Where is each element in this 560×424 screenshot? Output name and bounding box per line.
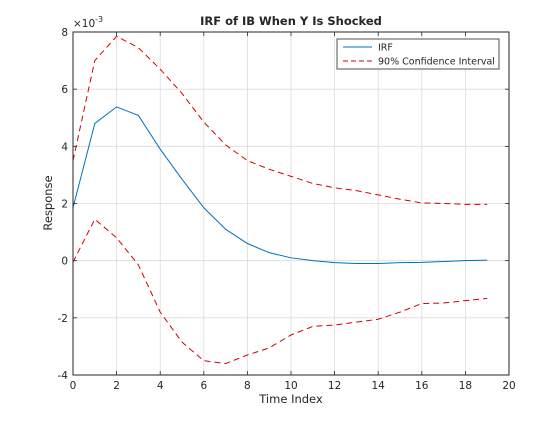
x-tick-label: 12 bbox=[328, 380, 341, 392]
y-multiplier-base: ×10 bbox=[73, 18, 95, 30]
x-tick-label: 0 bbox=[70, 380, 77, 392]
legend-label-ci: 90% Confidence Interval bbox=[378, 57, 495, 68]
y-tick-label: 2 bbox=[61, 199, 68, 211]
legend-box bbox=[336, 38, 500, 70]
y-tick-labels: -4 -2 0 2 4 6 8 bbox=[58, 27, 69, 382]
x-tick-label: 10 bbox=[284, 380, 297, 392]
y-tick-label: 8 bbox=[61, 27, 68, 39]
tick-marks bbox=[72, 31, 510, 376]
x-tick-label: 16 bbox=[415, 380, 429, 392]
legend-label-irf: IRF bbox=[378, 43, 393, 54]
y-multiplier-exponent: -3 bbox=[95, 15, 103, 24]
y-tick-label: 0 bbox=[61, 256, 68, 268]
y-tick-label: -4 bbox=[58, 370, 69, 382]
ci-upper-line bbox=[72, 35, 488, 205]
y-tick-label: 6 bbox=[61, 84, 68, 96]
y-axis-label: Response bbox=[41, 175, 55, 230]
x-tick-labels: 0 2 4 6 8 10 12 14 16 18 20 bbox=[70, 380, 516, 392]
series-lines bbox=[72, 35, 488, 365]
x-tick-label: 6 bbox=[200, 380, 207, 392]
irf-line bbox=[72, 106, 488, 265]
y-multiplier: ×10-3 bbox=[73, 15, 103, 30]
ci-lower-line bbox=[72, 218, 488, 365]
x-tick-label: 4 bbox=[157, 380, 164, 392]
x-tick-label: 2 bbox=[113, 380, 120, 392]
x-tick-label: 8 bbox=[244, 380, 251, 392]
x-tick-label: 20 bbox=[502, 380, 515, 392]
chart-title: IRF of IB When Y Is Shocked bbox=[200, 14, 382, 28]
x-tick-label: 14 bbox=[372, 380, 386, 392]
x-tick-label: 18 bbox=[459, 380, 472, 392]
x-axis-label: Time Index bbox=[258, 392, 323, 406]
y-tick-label: -2 bbox=[58, 313, 68, 325]
legend: IRF 90% Confidence Interval bbox=[336, 38, 500, 70]
y-tick-label: 4 bbox=[61, 141, 68, 153]
